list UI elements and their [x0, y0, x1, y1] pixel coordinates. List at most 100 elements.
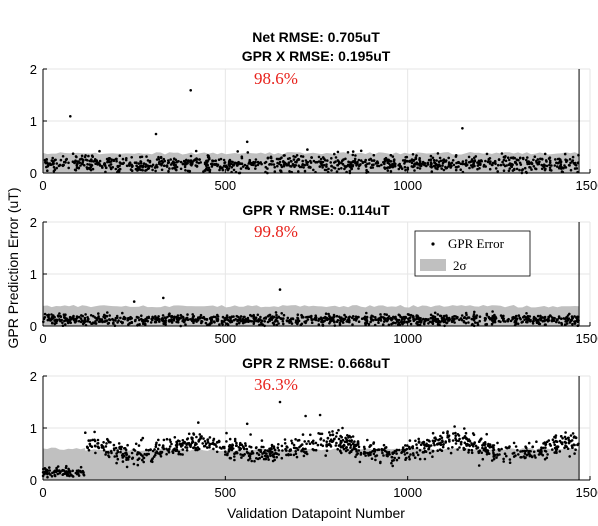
- gpr-error-point: [241, 317, 245, 321]
- gpr-error-point: [526, 316, 529, 319]
- gpr-error-point: [65, 157, 68, 161]
- gpr-error-point: [365, 321, 369, 325]
- gpr-error-point: [80, 319, 84, 323]
- gpr-error-point: [492, 451, 495, 455]
- gpr-error-point: [55, 166, 58, 170]
- gpr-error-point: [475, 314, 479, 317]
- gpr-error-point: [397, 167, 401, 171]
- gpr-error-point: [491, 446, 495, 449]
- gpr-error-point: [142, 162, 146, 165]
- gpr-error-point: [137, 444, 141, 447]
- gpr-error-point: [502, 169, 506, 172]
- gpr-error-point: [112, 447, 116, 450]
- gpr-error-point: [448, 438, 451, 442]
- gpr-error-point: [513, 156, 516, 160]
- gpr-error-point: [443, 319, 447, 322]
- gpr-error-point: [472, 442, 476, 446]
- gpr-error-point: [249, 433, 252, 436]
- gpr-error-point: [208, 317, 212, 320]
- gpr-error-point: [79, 465, 83, 469]
- gpr-error-point: [376, 164, 379, 168]
- gpr-error-point: [118, 154, 122, 157]
- gpr-error-point: [530, 168, 533, 171]
- gpr-error-point: [361, 160, 365, 164]
- gpr-error-point: [504, 159, 508, 163]
- gpr-error-point: [255, 451, 259, 455]
- gpr-error-point: [105, 442, 108, 445]
- gpr-error-point: [225, 431, 228, 435]
- gpr-error-point: [81, 314, 84, 318]
- gpr-error-point: [482, 165, 486, 168]
- gpr-error-point: [223, 161, 226, 165]
- gpr-error-point: [357, 320, 361, 324]
- gpr-error-point: [480, 451, 484, 455]
- gpr-error-point: [377, 319, 380, 322]
- gpr-error-point: [145, 155, 148, 158]
- gpr-error-point: [310, 321, 314, 325]
- gpr-error-point: [141, 436, 145, 440]
- gpr-error-point: [260, 322, 263, 326]
- gpr-error-point: [205, 166, 209, 170]
- gpr-error-point: [431, 156, 435, 160]
- gpr-error-point: [205, 317, 209, 321]
- gpr-error-point: [265, 452, 268, 455]
- gpr-error-point: [86, 163, 89, 166]
- gpr-error-point: [512, 315, 515, 319]
- gpr-error-point: [212, 443, 216, 446]
- gpr-error-point: [169, 440, 172, 444]
- gpr-error-point: [451, 446, 454, 449]
- gpr-error-point: [477, 464, 481, 467]
- gpr-error-point: [478, 315, 482, 319]
- gpr-error-point: [227, 167, 231, 170]
- gpr-error-point: [432, 158, 436, 162]
- gpr-error-point: [114, 319, 117, 322]
- gpr-error-point: [296, 313, 300, 317]
- gpr-error-point: [47, 315, 50, 319]
- gpr-error-point: [573, 167, 577, 170]
- gpr-error-point: [492, 444, 496, 447]
- gpr-error-point: [220, 166, 223, 170]
- gpr-error-point: [54, 158, 57, 162]
- gpr-error-point: [290, 441, 294, 445]
- x-tick-label: 0: [39, 178, 46, 193]
- gpr-error-point: [374, 458, 377, 462]
- gpr-error-point: [415, 314, 419, 317]
- gpr-error-point: [111, 166, 115, 169]
- gpr-error-point: [320, 320, 324, 324]
- gpr-error-point: [436, 152, 440, 155]
- gpr-error-point: [171, 450, 174, 453]
- gpr-error-point: [416, 453, 420, 457]
- gpr-error-point: [433, 311, 437, 315]
- gpr-error-point: [573, 321, 577, 325]
- gpr-error-point: [275, 313, 278, 317]
- gpr-error-point: [230, 446, 233, 450]
- gpr-error-point: [130, 321, 134, 325]
- gpr-error-point: [218, 446, 222, 449]
- gpr-error-point: [557, 316, 561, 320]
- gpr-error-point: [104, 166, 108, 169]
- gpr-error-point: [566, 317, 570, 321]
- gpr-error-point: [250, 459, 253, 463]
- gpr-error-point: [168, 445, 172, 448]
- gpr-error-point: [464, 311, 468, 315]
- gpr-error-point: [300, 165, 303, 169]
- gpr-error-point: [362, 452, 366, 455]
- gpr-error-point: [404, 168, 407, 172]
- gpr-error-point: [423, 449, 427, 453]
- gpr-error-point: [165, 452, 168, 456]
- gpr-error-point: [114, 446, 118, 450]
- gpr-error-point: [119, 316, 122, 320]
- gpr-error-point: [502, 163, 505, 166]
- gpr-error-point: [372, 447, 376, 451]
- gpr-error-point: [233, 437, 237, 441]
- gpr-error-point: [268, 319, 272, 323]
- gpr-error-point: [87, 448, 91, 452]
- gpr-error-point: [486, 449, 490, 452]
- gpr-error-point: [467, 321, 470, 324]
- gpr-error-point: [367, 322, 371, 326]
- gpr-error-point: [462, 316, 466, 320]
- gpr-error-point: [342, 317, 345, 321]
- gpr-error-point: [304, 159, 308, 162]
- net-rmse-title: Net RMSE: 0.705uT: [252, 29, 380, 45]
